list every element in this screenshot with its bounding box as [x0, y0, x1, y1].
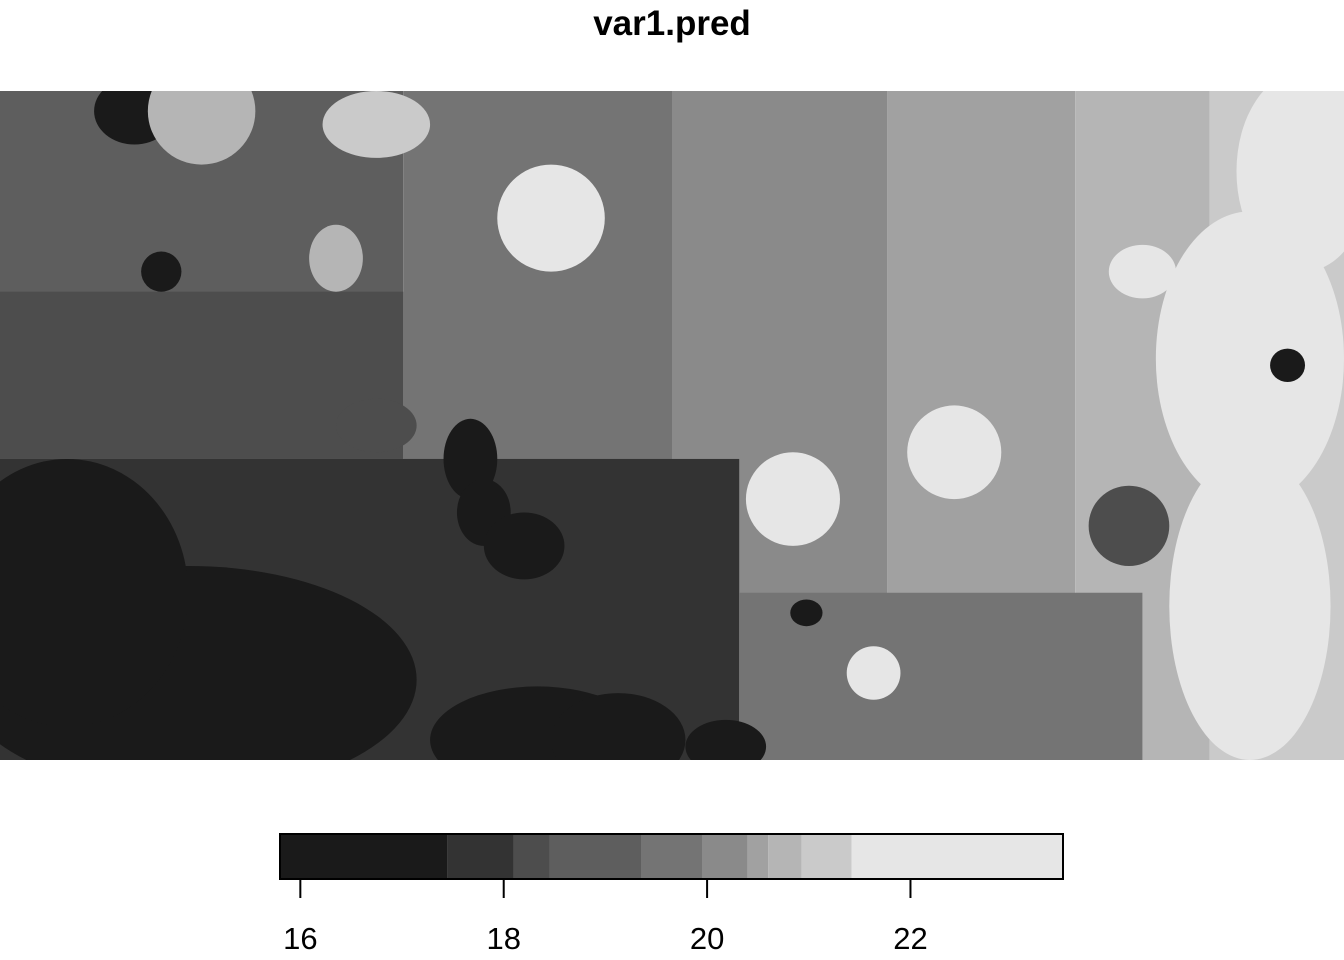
heatmap-region — [1236, 91, 1344, 272]
color-legend: 16 18 20 22 — [279, 833, 1064, 956]
heatmap-region — [0, 458, 189, 727]
heatmap-raster — [0, 91, 1344, 760]
heatmap-region — [1155, 211, 1344, 506]
heatmap-region — [497, 164, 605, 272]
chart-title: var1.pred — [593, 4, 751, 43]
legend-swatch — [549, 834, 641, 879]
legend-tick-label: 22 — [893, 921, 927, 956]
legend-swatch — [447, 834, 514, 879]
legend-tick-label: 20 — [690, 921, 724, 956]
legend-swatch — [513, 834, 550, 879]
legend-swatch — [640, 834, 703, 879]
legend-swatch — [768, 834, 802, 879]
legend-swatch — [851, 834, 1063, 879]
heatmap-region — [322, 91, 431, 158]
heatmap-region — [147, 91, 256, 165]
heatmap-band — [0, 291, 404, 459]
heatmap-region — [846, 646, 901, 700]
heatmap-region — [1108, 244, 1176, 299]
heatmap-region — [685, 719, 767, 760]
heatmap-region — [141, 251, 182, 292]
legend-swatch — [801, 834, 852, 879]
heatmap-region — [309, 224, 363, 292]
heatmap-region — [790, 599, 823, 627]
heatmap-region — [1270, 348, 1306, 383]
heatmap-region — [1169, 452, 1331, 760]
heatmap-region — [1088, 485, 1170, 566]
heatmap-region — [336, 398, 417, 453]
legend-swatch — [280, 834, 448, 879]
legend-frame — [279, 833, 1064, 880]
legend-swatch — [747, 834, 769, 879]
legend-swatch — [702, 834, 748, 879]
heatmap-region — [745, 452, 841, 546]
legend-tick-label: 16 — [283, 921, 317, 956]
heatmap-region — [483, 512, 565, 580]
heatmap-region — [551, 693, 686, 760]
legend-tick-label: 18 — [486, 921, 520, 956]
heatmap-region — [907, 405, 1002, 500]
